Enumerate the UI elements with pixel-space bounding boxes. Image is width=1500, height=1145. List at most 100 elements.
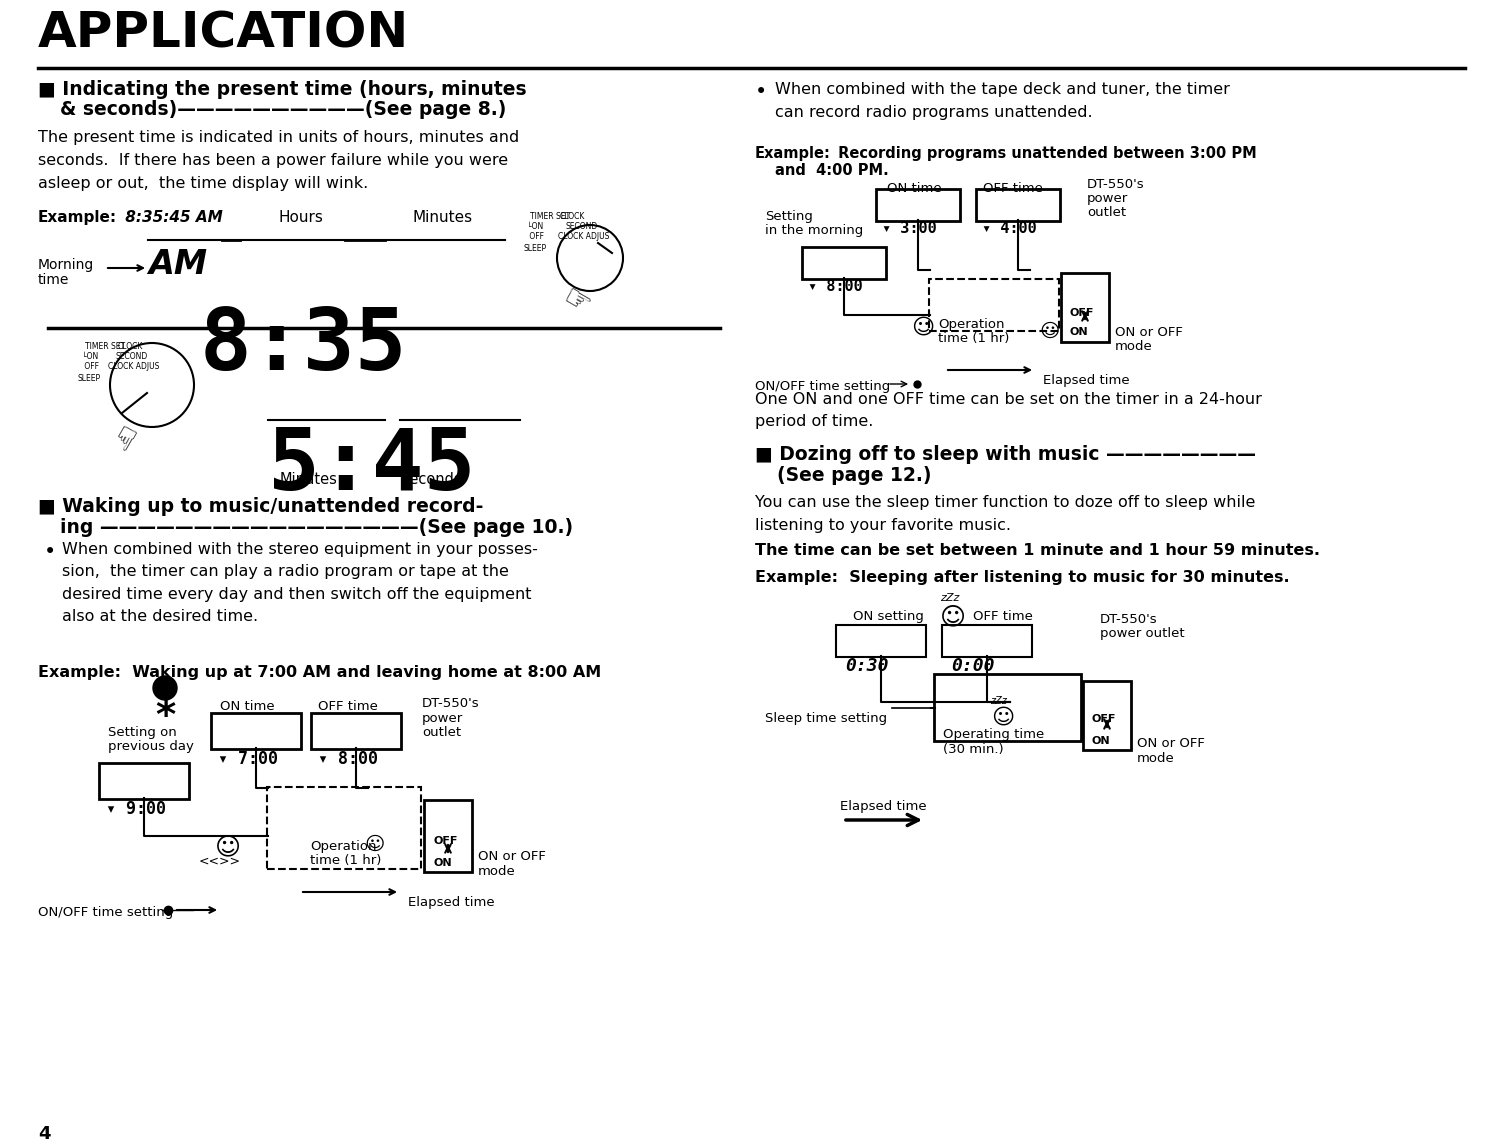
- Text: OFF: OFF: [1092, 714, 1116, 724]
- FancyBboxPatch shape: [802, 247, 886, 279]
- Text: ing —————————————————(See page 10.): ing —————————————————(See page 10.): [60, 518, 573, 537]
- Text: OFF time: OFF time: [974, 610, 1034, 623]
- Text: OFF: OFF: [526, 232, 544, 240]
- Text: Morning: Morning: [38, 258, 94, 273]
- Text: ■ Waking up to music/unattended record-: ■ Waking up to music/unattended record-: [38, 497, 483, 516]
- FancyBboxPatch shape: [934, 674, 1082, 741]
- Text: CLOCK: CLOCK: [560, 212, 585, 221]
- Text: ON time: ON time: [220, 700, 274, 713]
- Text: Operation: Operation: [938, 318, 1005, 331]
- Text: outlet: outlet: [1088, 206, 1126, 219]
- Text: SLEEP: SLEEP: [524, 244, 548, 253]
- Text: Elapsed time: Elapsed time: [840, 800, 927, 813]
- Text: DT-550's: DT-550's: [422, 697, 480, 710]
- Text: zZz: zZz: [990, 696, 1006, 706]
- Text: Seconds: Seconds: [400, 472, 462, 487]
- Text: ☞: ☞: [556, 283, 596, 322]
- Text: outlet: outlet: [422, 726, 460, 739]
- Text: ON: ON: [1070, 327, 1089, 337]
- Text: The present time is indicated in units of hours, minutes and
seconds.  If there : The present time is indicated in units o…: [38, 131, 519, 190]
- FancyBboxPatch shape: [976, 189, 1060, 221]
- Text: <<>>: <<>>: [200, 855, 242, 868]
- Text: AM: AM: [148, 248, 207, 281]
- Text: Sleep time setting: Sleep time setting: [765, 712, 886, 725]
- Text: ON: ON: [1092, 736, 1110, 747]
- Text: time (1 hr): time (1 hr): [310, 854, 381, 867]
- Text: ▾ 9:00: ▾ 9:00: [106, 800, 166, 818]
- Text: TIMER SET: TIMER SET: [530, 212, 570, 221]
- Text: ▾ 7:00: ▾ 7:00: [217, 750, 278, 768]
- Text: ON or OFF: ON or OFF: [1114, 326, 1184, 339]
- Text: Setting on: Setting on: [108, 726, 177, 739]
- Text: Recording programs unattended between 3:00 PM: Recording programs unattended between 3:…: [833, 147, 1257, 161]
- Circle shape: [153, 676, 177, 700]
- Text: SECOND: SECOND: [116, 352, 147, 361]
- Text: When combined with the tape deck and tuner, the timer
can record radio programs : When combined with the tape deck and tun…: [776, 82, 1230, 120]
- Text: power outlet: power outlet: [1100, 627, 1185, 640]
- Text: Operating time: Operating time: [944, 728, 1044, 741]
- Text: You can use the sleep timer function to doze off to sleep while
listening to you: You can use the sleep timer function to …: [754, 495, 1256, 532]
- Text: ■ Indicating the present time (hours, minutes: ■ Indicating the present time (hours, mi…: [38, 80, 526, 98]
- Text: 0:30: 0:30: [844, 657, 888, 676]
- Text: ▾ 8:00: ▾ 8:00: [318, 750, 378, 768]
- Text: ON or OFF: ON or OFF: [478, 850, 546, 863]
- Text: Elapsed time: Elapsed time: [408, 897, 495, 909]
- Text: Example:  Waking up at 7:00 AM and leaving home at 8:00 AM: Example: Waking up at 7:00 AM and leavin…: [38, 665, 602, 680]
- Text: ON time: ON time: [886, 182, 942, 195]
- Text: 8:35: 8:35: [200, 305, 408, 388]
- Text: 0:00: 0:00: [951, 657, 994, 676]
- Text: TIMER SET: TIMER SET: [86, 342, 124, 352]
- Text: DT-550's: DT-550's: [1100, 613, 1158, 626]
- Text: ON/OFF time setting: ON/OFF time setting: [38, 906, 172, 919]
- Text: power: power: [422, 712, 464, 725]
- Text: When combined with the stereo equipment in your posses-
sion,  the timer can pla: When combined with the stereo equipment …: [62, 542, 538, 624]
- FancyBboxPatch shape: [928, 279, 1059, 331]
- Text: mode: mode: [1137, 752, 1174, 765]
- Text: Example:: Example:: [38, 210, 117, 226]
- Text: mode: mode: [1114, 340, 1152, 353]
- Text: Example:  Sleeping after listening to music for 30 minutes.: Example: Sleeping after listening to mus…: [754, 570, 1290, 585]
- Text: One ON and one OFF time can be set on the timer in a 24-hour
period of time.: One ON and one OFF time can be set on th…: [754, 392, 1262, 429]
- Text: and  4:00 PM.: and 4:00 PM.: [776, 163, 888, 177]
- Text: ON/OFF time setting: ON/OFF time setting: [754, 380, 891, 393]
- FancyBboxPatch shape: [424, 800, 472, 872]
- Text: CLOCK ADJUS: CLOCK ADJUS: [558, 232, 609, 240]
- Text: ☺: ☺: [992, 708, 1014, 728]
- Text: Operation: Operation: [310, 840, 376, 853]
- Text: in the morning: in the morning: [765, 224, 864, 237]
- Text: 5:45: 5:45: [268, 425, 476, 508]
- Text: 8:35:45 AM: 8:35:45 AM: [120, 210, 228, 226]
- FancyBboxPatch shape: [1060, 273, 1108, 342]
- Text: CLOCK: CLOCK: [118, 342, 144, 352]
- Text: SECOND: SECOND: [566, 222, 597, 231]
- FancyBboxPatch shape: [836, 625, 926, 657]
- Text: └ON: └ON: [82, 352, 99, 361]
- Text: mode: mode: [478, 864, 516, 878]
- Text: OFF time: OFF time: [982, 182, 1042, 195]
- Text: ■ Dozing off to sleep with music ————————: ■ Dozing off to sleep with music ———————…: [754, 445, 1256, 464]
- Text: ☞: ☞: [100, 418, 140, 456]
- FancyBboxPatch shape: [1083, 681, 1131, 750]
- Text: ▾ 4:00: ▾ 4:00: [982, 221, 1036, 236]
- Text: APPLICATION: APPLICATION: [38, 10, 410, 58]
- Text: ~~: ~~: [152, 680, 168, 690]
- Text: OFF: OFF: [1070, 308, 1095, 318]
- Text: previous day: previous day: [108, 740, 194, 753]
- FancyBboxPatch shape: [310, 713, 401, 749]
- Text: OFF: OFF: [82, 362, 99, 371]
- FancyBboxPatch shape: [99, 763, 189, 799]
- Text: The time can be set between 1 minute and 1 hour 59 minutes.: The time can be set between 1 minute and…: [754, 543, 1320, 558]
- Text: ☺: ☺: [1040, 322, 1060, 341]
- Text: OFF time: OFF time: [318, 700, 378, 713]
- FancyBboxPatch shape: [267, 787, 422, 869]
- Text: 4: 4: [38, 1126, 51, 1143]
- Text: •: •: [754, 82, 766, 102]
- Text: Minutes: Minutes: [280, 472, 338, 487]
- Text: OFF: OFF: [433, 836, 457, 846]
- Text: & seconds)——————————(See page 8.): & seconds)——————————(See page 8.): [60, 100, 507, 119]
- Text: Example:: Example:: [754, 147, 831, 161]
- FancyBboxPatch shape: [942, 625, 1032, 657]
- Text: Hours: Hours: [278, 210, 322, 226]
- FancyBboxPatch shape: [876, 189, 960, 221]
- Text: └ON: └ON: [526, 222, 543, 231]
